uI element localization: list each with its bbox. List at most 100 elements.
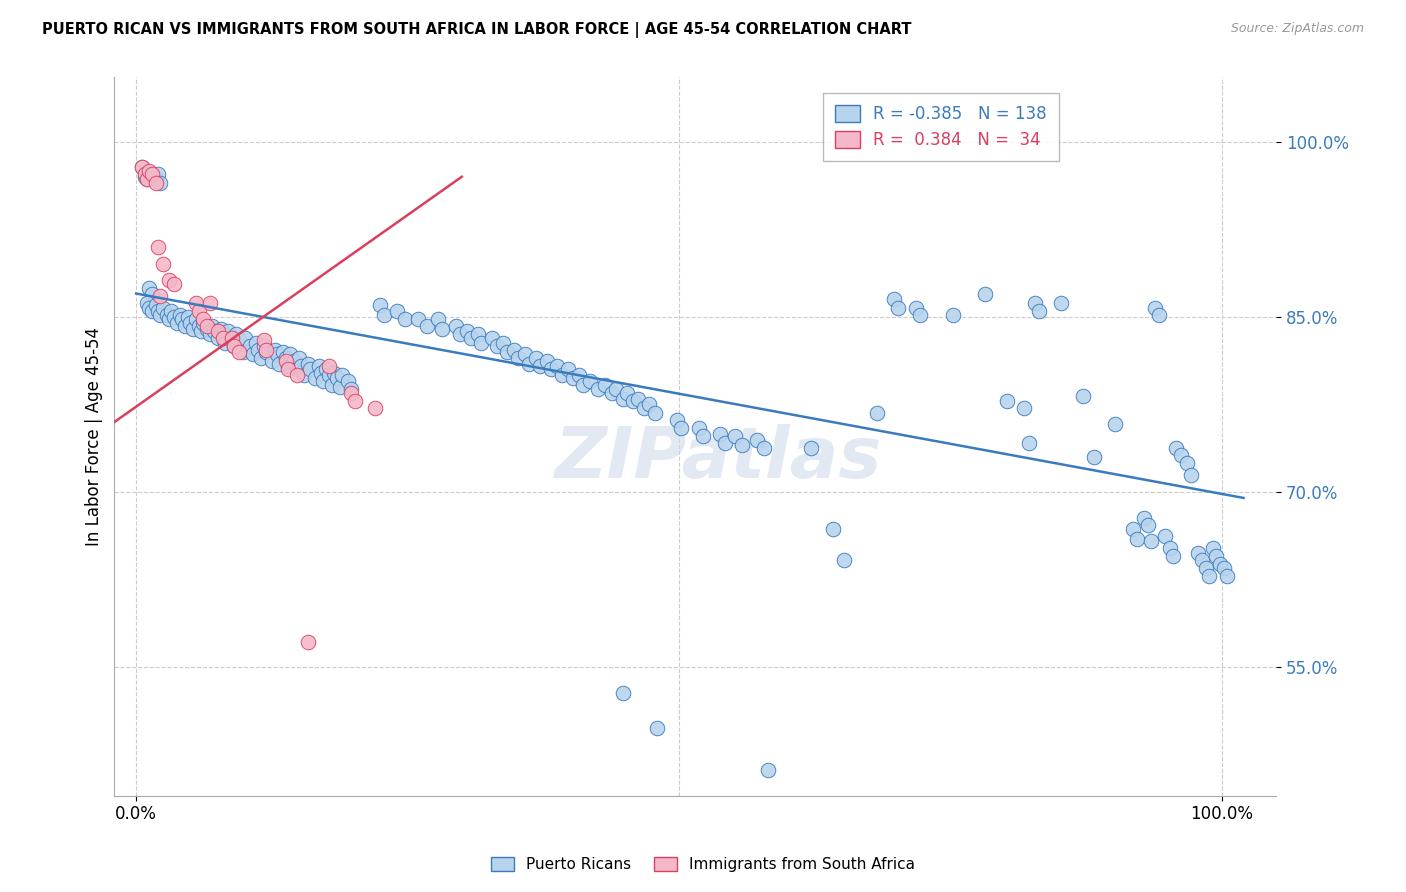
- Point: [800, 441, 823, 455]
- Point: [470, 335, 492, 350]
- Point: [1140, 534, 1163, 549]
- Point: [865, 406, 887, 420]
- Point: [1216, 569, 1239, 583]
- Point: [298, 362, 321, 376]
- Point: [221, 331, 243, 345]
- Point: [513, 347, 536, 361]
- Point: [416, 319, 439, 334]
- Point: [184, 312, 207, 326]
- Point: [460, 331, 482, 345]
- Point: [1205, 549, 1227, 564]
- Point: [1132, 510, 1154, 524]
- Point: [1202, 541, 1225, 556]
- Point: [146, 304, 169, 318]
- Point: [163, 310, 186, 324]
- Point: [612, 686, 634, 700]
- Point: [1170, 448, 1192, 462]
- Point: [239, 339, 262, 353]
- Point: [1028, 304, 1050, 318]
- Point: [277, 362, 299, 376]
- Legend: R = -0.385   N = 138, R =  0.384   N =  34: R = -0.385 N = 138, R = 0.384 N = 34: [824, 93, 1059, 161]
- Point: [271, 345, 294, 359]
- Point: [616, 385, 638, 400]
- Point: [373, 308, 395, 322]
- Point: [253, 339, 276, 353]
- Point: [322, 366, 344, 380]
- Point: [195, 319, 218, 334]
- Point: [166, 316, 188, 330]
- Point: [253, 333, 276, 347]
- Point: [1180, 467, 1202, 482]
- Point: [1018, 436, 1040, 450]
- Point: [136, 296, 159, 310]
- Point: [212, 327, 235, 342]
- Point: [201, 319, 224, 334]
- Point: [138, 281, 160, 295]
- Point: [665, 412, 688, 426]
- Point: [593, 377, 616, 392]
- Point: [1024, 296, 1046, 310]
- Point: [364, 401, 387, 415]
- Point: [254, 345, 277, 359]
- Point: [254, 343, 277, 357]
- Point: [408, 312, 430, 326]
- Point: [193, 312, 215, 326]
- Point: [336, 374, 359, 388]
- Point: [157, 272, 180, 286]
- Point: [823, 523, 845, 537]
- Point: [432, 321, 454, 335]
- Point: [832, 553, 855, 567]
- Point: [277, 359, 299, 373]
- Point: [245, 335, 267, 350]
- Point: [524, 351, 547, 365]
- Point: [1071, 389, 1094, 403]
- Text: ZIPatlas: ZIPatlas: [555, 424, 882, 492]
- Point: [214, 335, 236, 350]
- Point: [217, 324, 239, 338]
- Point: [188, 304, 211, 318]
- Point: [1104, 417, 1126, 432]
- Point: [600, 385, 623, 400]
- Point: [633, 401, 655, 415]
- Point: [285, 362, 308, 376]
- Point: [152, 301, 174, 315]
- Point: [318, 368, 340, 383]
- Point: [394, 312, 416, 326]
- Point: [1175, 456, 1198, 470]
- Point: [485, 339, 508, 353]
- Point: [481, 331, 503, 345]
- Point: [995, 394, 1018, 409]
- Point: [297, 357, 319, 371]
- Point: [688, 421, 710, 435]
- Point: [579, 374, 602, 388]
- Point: [160, 304, 183, 318]
- Point: [724, 429, 747, 443]
- Point: [467, 327, 489, 342]
- Point: [138, 164, 160, 178]
- Point: [269, 357, 291, 371]
- Point: [228, 333, 250, 347]
- Point: [285, 368, 308, 383]
- Point: [138, 301, 160, 315]
- Point: [612, 392, 634, 406]
- Point: [131, 161, 153, 175]
- Point: [557, 362, 579, 376]
- Point: [1159, 541, 1181, 556]
- Legend: Puerto Ricans, Immigrants from South Africa: Puerto Ricans, Immigrants from South Afr…: [484, 849, 922, 880]
- Point: [1122, 523, 1144, 537]
- Point: [340, 385, 363, 400]
- Point: [1083, 450, 1105, 464]
- Point: [605, 382, 627, 396]
- Point: [318, 359, 340, 373]
- Point: [198, 296, 221, 310]
- Point: [141, 304, 163, 318]
- Point: [145, 176, 167, 190]
- Point: [222, 339, 245, 353]
- Point: [529, 359, 551, 373]
- Point: [508, 351, 530, 365]
- Text: Source: ZipAtlas.com: Source: ZipAtlas.com: [1230, 22, 1364, 36]
- Point: [169, 308, 191, 322]
- Point: [1126, 532, 1149, 546]
- Point: [492, 335, 515, 350]
- Point: [329, 380, 352, 394]
